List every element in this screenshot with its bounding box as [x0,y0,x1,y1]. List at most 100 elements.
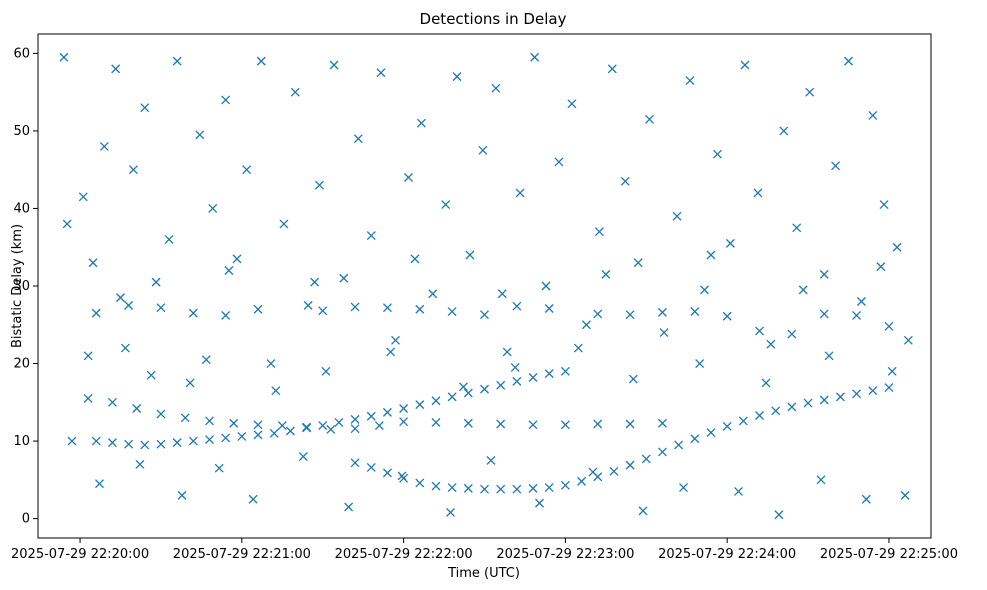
data-point [156,409,166,419]
data-point [641,454,651,464]
data-point [120,343,130,353]
data-point [805,87,815,97]
data-point [700,285,709,295]
data-point [318,421,328,431]
x-tick-label: 2025-07-29 22:25:00 [820,547,958,562]
data-point [386,347,396,357]
data-point [366,462,376,472]
data-point [755,411,764,420]
data-point [761,378,771,388]
data-point [221,95,231,105]
data-point [528,373,538,382]
data-point [779,126,789,136]
data-point [146,370,156,380]
data-point [722,311,732,321]
data-point [892,242,902,252]
data-point [463,418,473,428]
data-point [447,307,457,317]
scatter-points [59,52,913,520]
data-point [279,219,289,229]
data-point [593,309,603,319]
data-point [463,483,473,493]
data-point [62,219,72,229]
data-point [588,467,598,477]
data-point [151,277,161,287]
data-point [659,328,669,337]
data-point [303,300,313,310]
data-point [321,366,331,376]
data-point [431,481,441,491]
data-point [480,484,489,494]
data-point [633,258,643,268]
x-tick-label: 2025-07-29 22:24:00 [658,547,796,562]
data-point [852,311,862,320]
data-point [685,76,695,85]
data-point [83,393,93,403]
data-point [185,378,195,388]
data-point [124,300,134,310]
data-point [695,359,705,368]
data-point [447,392,457,402]
data-point [593,419,603,429]
data-point [315,180,324,190]
data-point [188,308,198,318]
data-point [879,200,889,210]
data-point [496,484,506,494]
x-axis-ticks: 2025-07-29 22:20:00 2025-07-29 22:21:00 20… [11,538,958,562]
data-point [269,428,279,438]
data-point [515,188,525,198]
data-point [844,56,853,66]
data-point [787,402,797,412]
data-point [253,430,263,440]
data-point [510,362,520,372]
data-point [625,460,635,470]
data-point [290,87,300,97]
data-point [447,483,457,493]
data-point [224,266,234,275]
data-point [431,396,441,406]
data-point [459,382,468,392]
data-point [835,392,845,402]
data-point [172,438,182,448]
chart-title: Detections in Delay [420,10,567,28]
data-point [164,235,174,244]
data-point [478,145,488,155]
data-point [382,303,392,313]
y-tick-label: 40 [13,201,30,216]
data-point [95,479,104,489]
data-point [374,421,384,431]
data-point [248,494,258,504]
data-point [573,343,583,353]
data-point [530,52,540,62]
data-point [107,397,117,407]
data-point [690,307,700,317]
data-point [690,434,700,444]
data-point [431,418,441,427]
data-point [903,335,913,345]
data-point [310,277,320,287]
data-point [657,418,667,428]
data-point [446,507,455,517]
data-point [535,498,544,508]
data-point [83,351,93,361]
data-point [819,309,829,319]
data-point [208,204,218,213]
data-point [140,440,150,450]
data-point [353,134,363,144]
data-point [67,436,77,446]
data-point [607,64,617,74]
data-point [497,289,507,299]
data-point [884,383,894,393]
data-point [415,304,425,314]
data-point [277,421,287,431]
data-point [816,475,826,485]
data-point [554,157,564,167]
data-point [803,398,813,408]
data-point [382,468,392,478]
data-point [625,310,635,320]
data-point [326,424,336,434]
data-point [560,420,570,430]
y-tick-label: 20 [13,357,30,372]
data-point [415,400,425,410]
